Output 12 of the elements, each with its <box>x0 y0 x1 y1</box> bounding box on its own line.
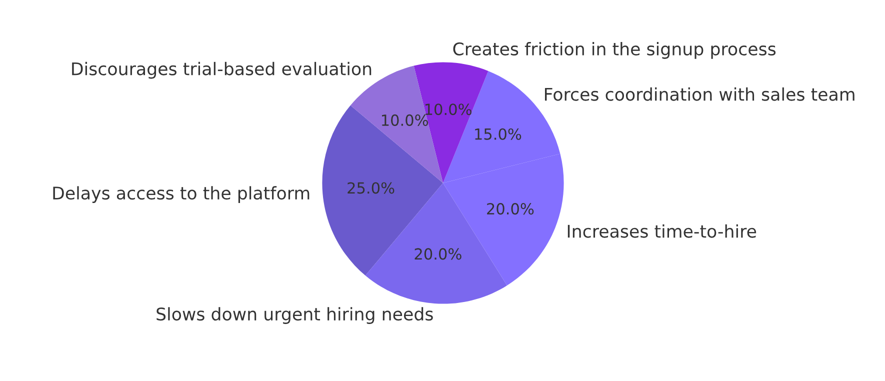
data-label: 10.0% <box>382 114 428 126</box>
slice-label: Forces coordination with sales team <box>544 87 854 101</box>
slice-label: Increases time-to-hire <box>568 224 756 238</box>
data-label: 20.0% <box>414 248 462 260</box>
slice-label: Creates friction in the signup process <box>453 42 776 59</box>
slice-label: Slows down urgent hiring needs <box>156 307 433 324</box>
data-label: 25.0% <box>348 182 394 194</box>
data-label: 20.0% <box>487 203 534 215</box>
slice-label: Discourages trial-based evaluation <box>72 62 372 79</box>
slice-label: Delays access to the platform <box>53 186 310 203</box>
data-label: 10.0% <box>425 104 472 116</box>
data-label: 15.0% <box>475 128 522 140</box>
